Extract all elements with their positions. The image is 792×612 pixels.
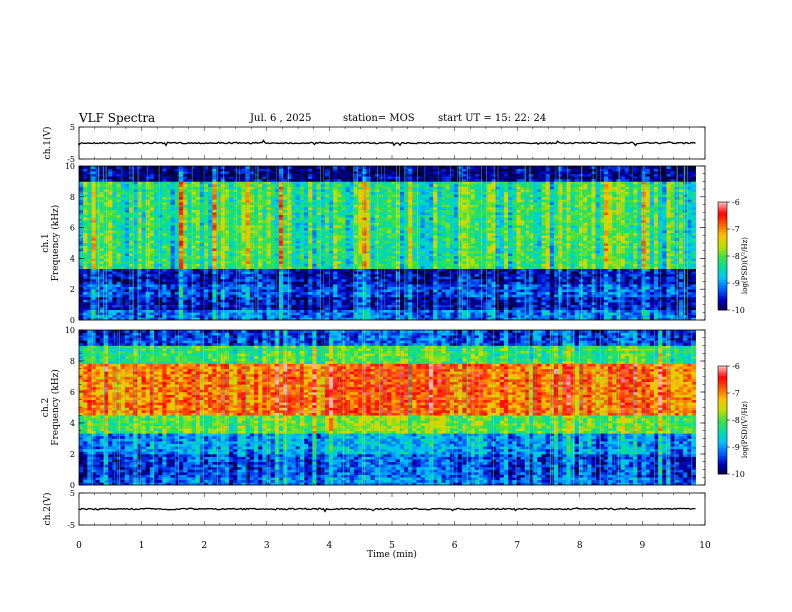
x-tick-label: 7 bbox=[514, 541, 520, 551]
colorbar-tick-label: -6 bbox=[732, 362, 740, 371]
waveform-panel-0: 5-5ch.1(V) bbox=[42, 123, 705, 164]
colorbar-tick-label: -10 bbox=[732, 470, 745, 479]
x-tick-label: 10 bbox=[699, 541, 711, 551]
colorbar-tick-label: -9 bbox=[732, 279, 740, 288]
colorbar-tick-label: -6 bbox=[732, 198, 740, 207]
colorbar-1: -6 -7 -8 -9 -10 log(PSD)(V²/Hz) bbox=[718, 198, 749, 315]
y-axis-label: ch.2 bbox=[41, 398, 51, 417]
colorbar-label: log(PSD)(V²/Hz) bbox=[741, 237, 749, 294]
waveform-trace bbox=[79, 140, 696, 145]
colorbar-tick-label: -8 bbox=[732, 416, 740, 425]
colorbar-tick-label: -9 bbox=[732, 443, 740, 452]
colorbar-tick-label: -10 bbox=[732, 306, 745, 315]
y-tick-label: 8 bbox=[70, 357, 75, 366]
y-tick-label: 10 bbox=[65, 326, 75, 335]
y-tick-label: 4 bbox=[70, 419, 75, 428]
y-tick-label: 6 bbox=[70, 388, 75, 397]
waveform-panel-3: 5 -5 ch.2(V) bbox=[42, 489, 705, 530]
y-tick-label: 8 bbox=[70, 193, 75, 202]
x-tick-label: 8 bbox=[577, 541, 583, 551]
y-tick-label: 6 bbox=[70, 224, 75, 233]
y-tick-label: 0 bbox=[70, 316, 75, 325]
y-tick-label: -5 bbox=[67, 521, 75, 530]
y-tick-label: 2 bbox=[70, 450, 75, 459]
colorbar-2: -6 -7 -8 -9 -10 log(PSD)(V²/Hz) bbox=[718, 362, 749, 479]
y-tick-label: 5 bbox=[70, 489, 75, 498]
y-tick-label: 10 bbox=[65, 162, 75, 171]
colorbar-tick-label: -8 bbox=[732, 252, 740, 261]
x-tick-label: 6 bbox=[452, 541, 458, 551]
waveform-trace bbox=[79, 508, 696, 512]
x-tick-label: 9 bbox=[640, 541, 646, 551]
y-tick-label: 2 bbox=[70, 285, 75, 294]
y-axis-label: ch.1 bbox=[41, 233, 51, 252]
x-tick-label: 2 bbox=[201, 541, 207, 551]
colorbar-tick-label: -7 bbox=[732, 225, 740, 234]
x-tick-label: 4 bbox=[327, 541, 333, 551]
x-tick-label: 3 bbox=[264, 541, 270, 551]
x-axis-label: Time (min) bbox=[367, 549, 417, 560]
colorbar-tick-label: -7 bbox=[732, 389, 740, 398]
x-tick-label: 0 bbox=[76, 541, 82, 551]
y-axis-label: Frequency (kHz) bbox=[50, 369, 61, 446]
y-tick-label: 4 bbox=[70, 254, 75, 263]
y-tick-label: 5 bbox=[70, 123, 75, 132]
spectrogram-panel-1: -6 -7 -8 -9 -10 log(PSD)(V²/Hz) 0 2 4 6 8 10 ch.1 Fre… bbox=[41, 162, 749, 325]
y-axis-label: ch.1(V) bbox=[42, 127, 53, 160]
y-axis-label: Frequency (kHz) bbox=[50, 205, 61, 282]
y-axis-label: ch.2(V) bbox=[42, 493, 53, 526]
x-tick-label: 1 bbox=[139, 541, 145, 551]
colorbar-label: log(PSD)(V²/Hz) bbox=[741, 401, 749, 458]
